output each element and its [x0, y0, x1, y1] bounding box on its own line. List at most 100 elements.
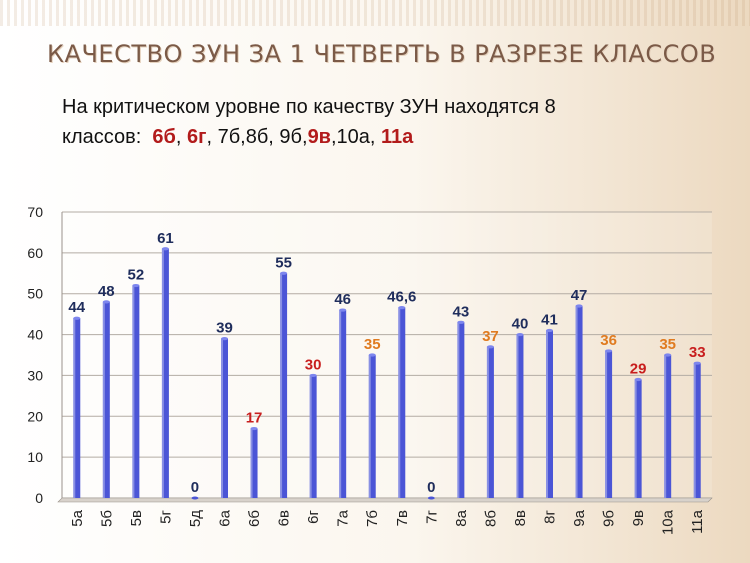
critical-class-label: 11а: [381, 126, 414, 148]
bar-highlight: [73, 318, 76, 498]
data-label: 0: [191, 479, 199, 496]
data-label: 37: [482, 328, 499, 345]
bar-cap: [73, 316, 81, 320]
x-tick-label: 8в: [512, 510, 529, 526]
bars: [73, 247, 701, 500]
bar-9а: [575, 305, 583, 498]
x-tick-label: 7б: [364, 510, 381, 527]
critical-class-label: 6б: [152, 126, 176, 148]
bar-8а: [457, 322, 465, 498]
subtitle-prefix: классов:: [62, 126, 142, 148]
bar-cap: [634, 377, 642, 382]
y-tick-label: 30: [27, 367, 43, 383]
class-list-text: ,10а,: [330, 126, 382, 148]
bar-cap: [486, 345, 494, 349]
bar-cap: [546, 328, 553, 333]
bar-6г: [309, 375, 317, 498]
bar-cap: [664, 353, 672, 357]
x-tick-label: 8б: [482, 510, 499, 527]
slide-title: КАЧЕСТВО ЗУН ЗА 1 ЧЕТВЕРТЬ В РАЗРЕЗЕ КЛА…: [47, 40, 717, 68]
bar-highlight: [546, 330, 548, 498]
data-label: 30: [305, 356, 322, 373]
bar-7в: [398, 307, 406, 498]
bar-9б: [605, 350, 613, 498]
x-tick-label: 10а: [660, 509, 677, 535]
data-labels: 44 48 52 61 0 39 17 55 30 46 35 46,6 0 43 37 40 41 47 36 29…: [68, 230, 705, 496]
chart-grid: [57, 211, 713, 503]
bar-highlight: [575, 305, 578, 498]
data-label: 46,6: [387, 289, 416, 306]
bar-6б: [250, 428, 258, 498]
subtitle-class-list: 6б, 6г, 7б,8б, 9б,9в,10а, 11а: [152, 126, 413, 148]
data-label: 48: [98, 283, 115, 300]
data-label: 41: [541, 311, 558, 328]
bar-highlight: [221, 338, 223, 498]
bar-cap: [398, 306, 406, 310]
x-tick-label: 8а: [453, 509, 470, 526]
data-label: 36: [600, 332, 617, 349]
x-tick-label: 5д: [187, 510, 204, 527]
decorative-stripe: [0, 0, 750, 26]
x-tick-label: 9в: [630, 510, 647, 526]
critical-class-label: 6г: [187, 126, 207, 148]
bar-cap: [132, 283, 140, 288]
data-label: 61: [157, 230, 174, 247]
y-tick-label: 50: [27, 286, 43, 302]
bar-highlight: [605, 350, 608, 498]
bar-cap: [575, 304, 583, 308]
bar-6в: [280, 273, 288, 498]
bar-chart: 0 10 20 30 40 50 60 70 44 48 52 61 0 39 17 55 30 46 35 46,…: [27, 204, 713, 535]
x-tick-label: 5б: [98, 510, 115, 527]
class-list-text: ,: [175, 126, 188, 148]
bar-5г: [161, 248, 169, 498]
data-label: 44: [68, 299, 85, 316]
class-list-text: , 7б,8б, 9б,: [206, 126, 308, 148]
bar-cap: [221, 337, 228, 341]
x-tick-label: 9б: [601, 510, 618, 527]
data-label: 55: [275, 254, 292, 271]
bar-7а: [339, 310, 347, 498]
bar-7г: [427, 496, 435, 500]
bar-7б: [368, 355, 376, 498]
x-tick-label: 8г: [542, 509, 559, 523]
bar-highlight: [634, 379, 637, 498]
data-label: 29: [630, 361, 647, 378]
y-tick-label: 70: [27, 204, 43, 220]
critical-class-label: 9в: [307, 126, 331, 148]
bar-highlight: [398, 307, 401, 498]
bar-cap: [457, 320, 465, 324]
bar-highlight: [486, 346, 489, 498]
subtitle-line-1: На критическом уровне по качеству ЗУН на…: [62, 96, 556, 118]
y-tick-label: 0: [35, 490, 43, 506]
y-tick-label: 10: [27, 449, 43, 465]
data-label: 35: [364, 336, 381, 353]
x-tick-label: 11а: [689, 509, 706, 534]
x-tick-label: 5г: [157, 509, 174, 523]
bar-highlight: [339, 310, 342, 498]
data-label: 35: [659, 336, 676, 353]
bar-highlight: [309, 375, 312, 498]
x-tick-label: 5а: [69, 509, 86, 526]
data-label: 17: [246, 410, 263, 427]
bar-5в: [132, 285, 140, 498]
bar-highlight: [132, 285, 135, 498]
data-label: 52: [128, 267, 145, 284]
subtitle-line-2: классов: 6б, 6г, 7б,8б, 9б,9в,10а, 11а: [62, 122, 702, 152]
bar-cap: [693, 361, 701, 365]
x-tick-label: 5в: [128, 510, 145, 526]
bar-highlight: [280, 273, 283, 498]
bar-highlight: [161, 248, 164, 498]
y-axis: 0 10 20 30 40 50 60 70: [27, 204, 63, 506]
data-label: 46: [334, 291, 351, 308]
bar-cap: [280, 271, 288, 275]
bar-cap: [605, 349, 613, 353]
bar-6а: [221, 338, 228, 498]
bar-cap: [309, 373, 317, 378]
bar-highlight: [664, 355, 667, 498]
bar-8г: [546, 330, 553, 498]
data-label: 43: [453, 303, 470, 320]
data-label: 0: [427, 479, 435, 496]
bar-highlight: [250, 428, 253, 498]
data-label: 47: [571, 287, 588, 304]
